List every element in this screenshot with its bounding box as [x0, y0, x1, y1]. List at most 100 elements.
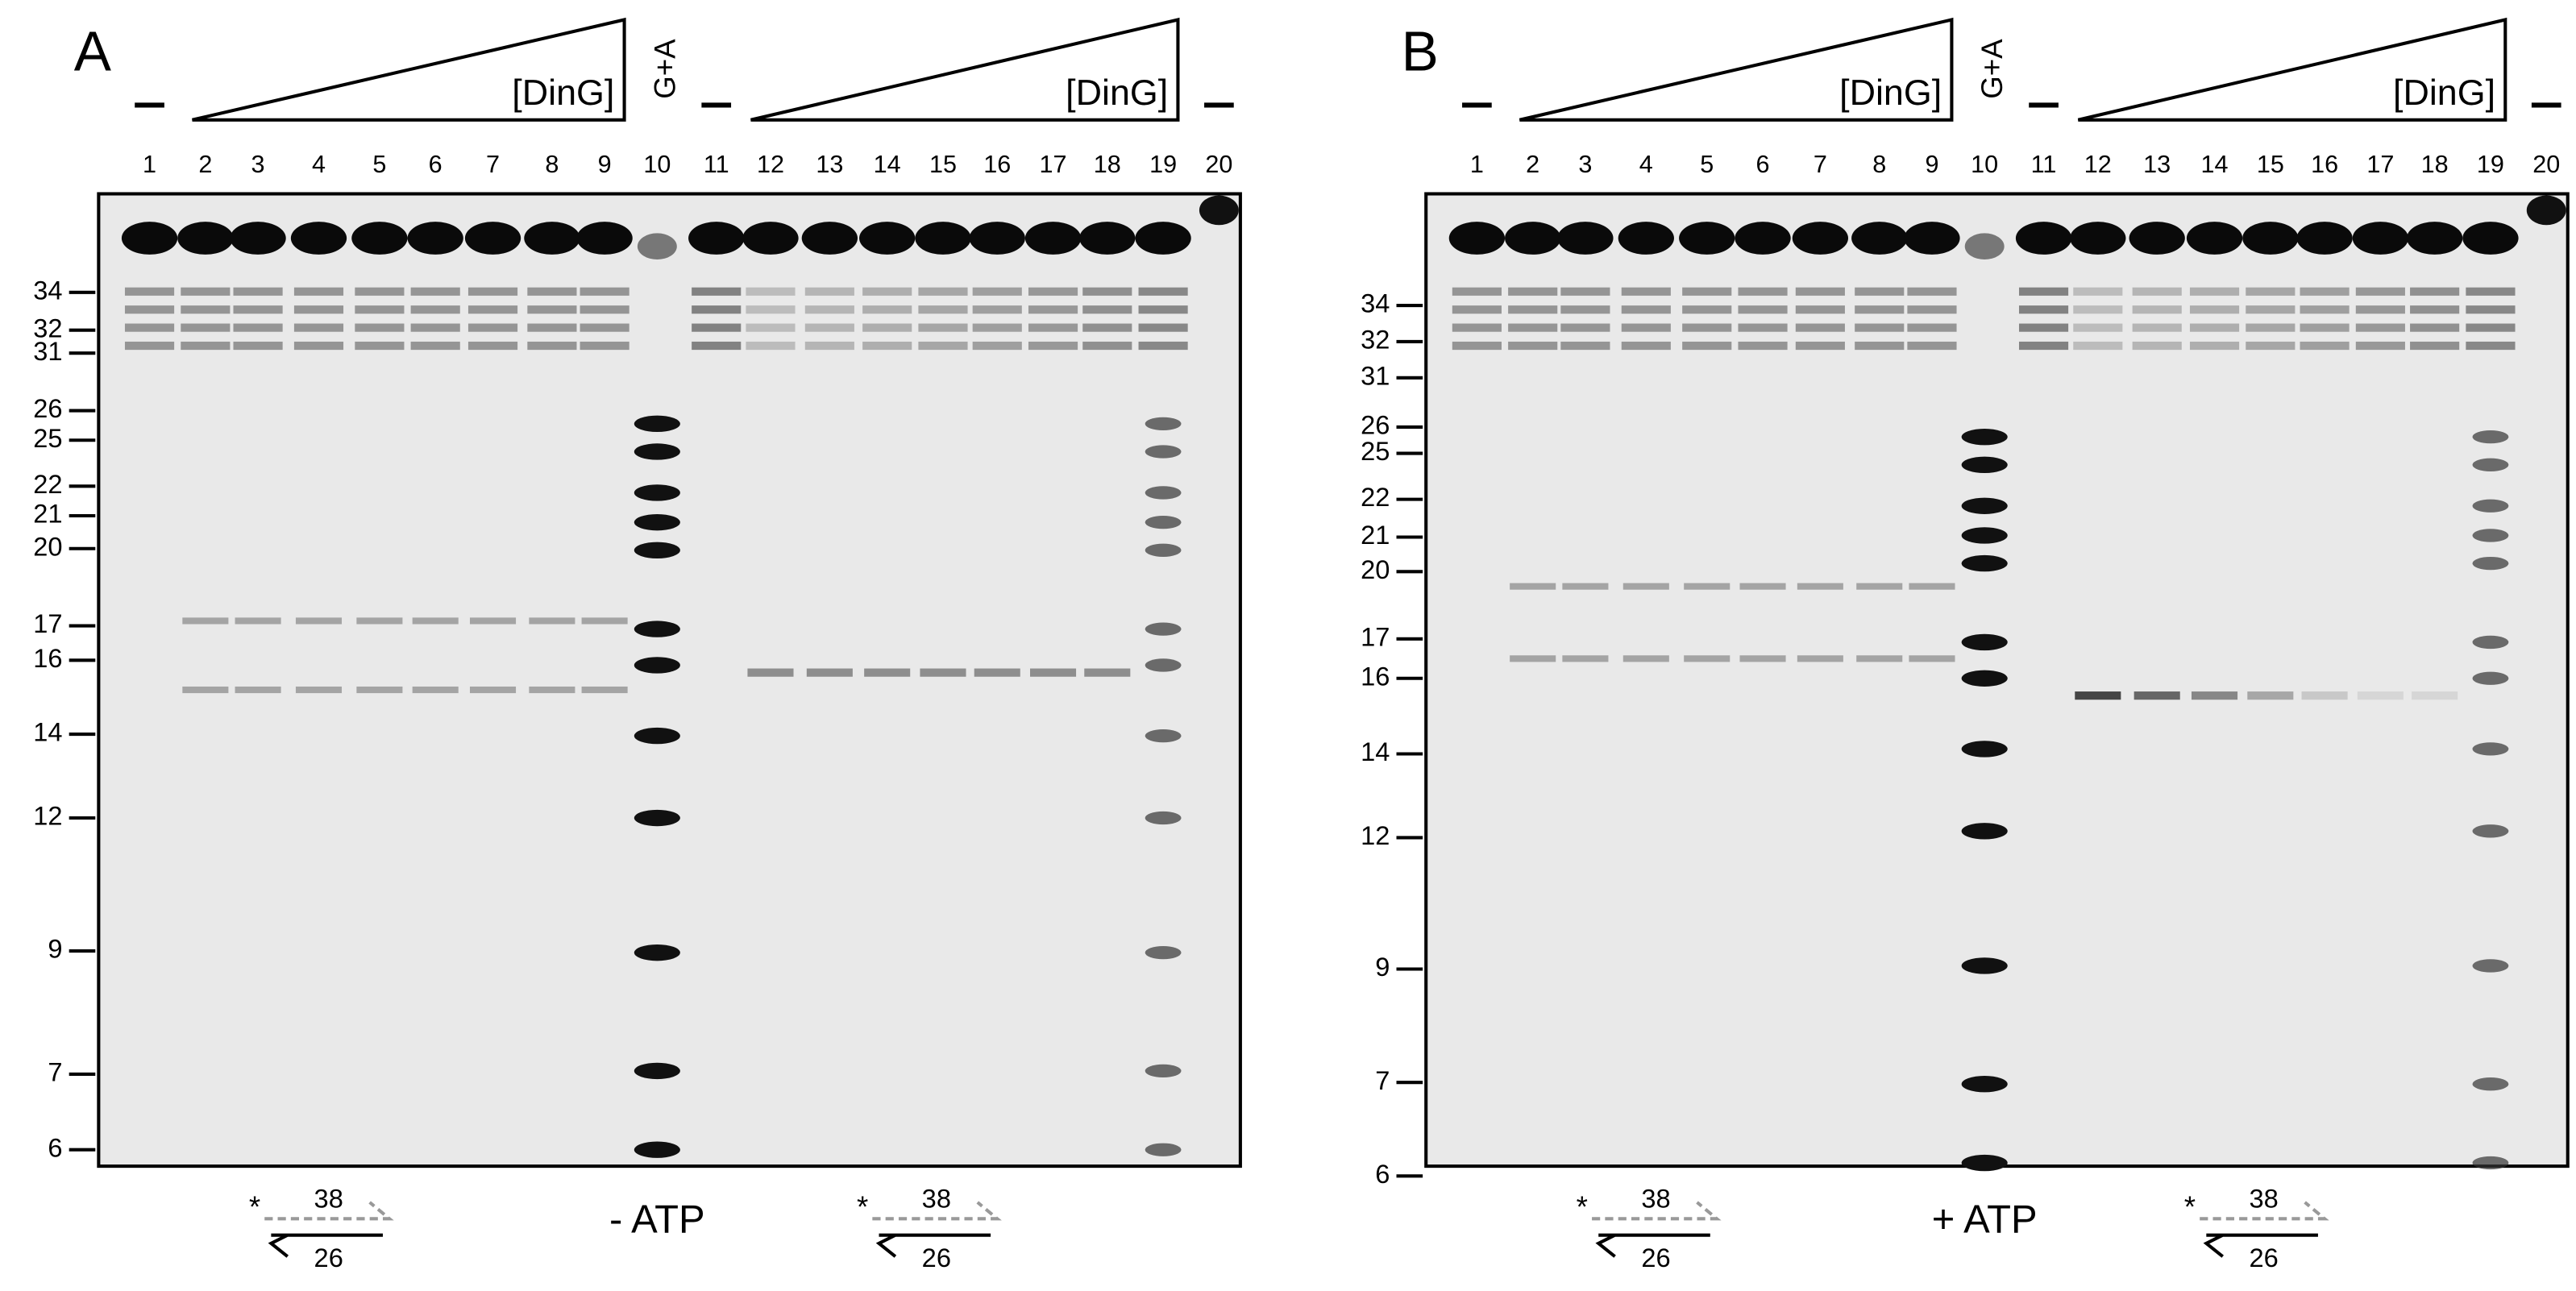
band	[2462, 222, 2519, 255]
lane-number: 5	[1700, 151, 1714, 178]
band	[746, 323, 796, 332]
band	[918, 305, 968, 314]
substrate-strand	[872, 1201, 1002, 1221]
band	[1682, 287, 1732, 296]
band	[634, 1141, 680, 1158]
band	[1622, 583, 1669, 590]
band	[2355, 341, 2405, 351]
size-marker: 34	[33, 275, 62, 305]
band	[1856, 583, 1903, 590]
band	[581, 617, 628, 625]
size-marker: 12	[1361, 820, 1390, 850]
band	[1904, 222, 1960, 255]
band	[182, 686, 229, 694]
band	[2472, 1156, 2509, 1170]
panel: B[DinG] [DinG]G+A1 2 3 4 5 6 7 8 9 10 11 12 13 14 15 16 1…	[1361, 17, 2570, 1272]
band	[1028, 287, 1078, 296]
band	[1855, 341, 1905, 351]
band	[1739, 583, 1786, 590]
band	[124, 323, 175, 332]
band	[467, 323, 518, 332]
band	[862, 287, 912, 296]
band	[634, 1062, 680, 1080]
band	[1145, 1064, 1182, 1078]
band	[2189, 341, 2240, 351]
band	[634, 415, 680, 433]
band	[918, 323, 968, 332]
lane-number: 17	[1040, 151, 1067, 178]
band	[230, 222, 286, 255]
band	[1028, 305, 1078, 314]
substrate-label: 38	[1641, 1184, 1670, 1214]
band	[1621, 323, 1671, 332]
size-marker: 9	[1375, 952, 1390, 982]
band	[1618, 222, 1674, 255]
band	[356, 686, 403, 694]
band	[1508, 341, 1558, 351]
lane-number: 12	[757, 151, 784, 178]
band	[464, 222, 521, 255]
lane-number: 11	[2031, 151, 2057, 178]
lane-number: 9	[598, 151, 612, 178]
band	[972, 287, 1022, 296]
band	[637, 233, 677, 260]
band	[1735, 222, 1791, 255]
band	[2300, 323, 2350, 332]
titration-label: [DinG]	[1839, 72, 1942, 113]
band	[634, 443, 680, 460]
size-marker: 12	[33, 801, 62, 831]
band	[688, 222, 745, 255]
band	[2075, 691, 2121, 700]
band	[634, 657, 680, 674]
band	[1560, 305, 1610, 314]
titration-wedge	[750, 17, 1180, 122]
substrate-strand	[2200, 1201, 2329, 1221]
band	[1145, 1143, 1182, 1156]
lane-number: 15	[2257, 151, 2284, 178]
band	[692, 323, 742, 332]
size-marker: 20	[33, 531, 62, 561]
band	[1028, 323, 1078, 332]
band	[2246, 323, 2296, 332]
band	[527, 323, 577, 332]
size-marker: 31	[33, 336, 62, 366]
band	[1135, 222, 1191, 255]
band	[1510, 583, 1556, 590]
lane-number: 18	[2421, 151, 2449, 178]
band	[1907, 305, 1957, 314]
band	[634, 809, 680, 827]
band	[1145, 622, 1182, 636]
band	[972, 305, 1022, 314]
band	[181, 323, 231, 332]
band	[1557, 222, 1614, 255]
band	[2355, 287, 2405, 296]
lane-number: 13	[816, 151, 843, 178]
band	[295, 686, 343, 694]
band	[2186, 222, 2243, 255]
size-marker: 16	[1361, 661, 1390, 691]
band	[2301, 691, 2348, 700]
band	[2189, 323, 2240, 332]
gel	[97, 192, 1242, 1169]
band	[1738, 305, 1788, 314]
band	[1560, 323, 1610, 332]
substrate-label: *	[2184, 1190, 2196, 1223]
ladder-label: G+A	[648, 39, 681, 99]
titration-wedge	[1519, 17, 1954, 122]
band	[2466, 305, 2516, 314]
band	[2247, 691, 2294, 700]
band	[2410, 305, 2460, 314]
band	[1508, 323, 1558, 332]
band	[1452, 341, 1502, 351]
band	[527, 341, 577, 351]
lane-number: 20	[2532, 151, 2560, 178]
size-marker: 17	[1361, 621, 1390, 651]
size-marker: 14	[33, 717, 62, 747]
size-marker: 32	[33, 313, 62, 342]
band	[2410, 323, 2460, 332]
lane-number: 8	[545, 151, 559, 178]
band	[2357, 691, 2404, 700]
size-marker: 26	[33, 393, 62, 423]
band	[634, 484, 680, 501]
band	[410, 323, 460, 332]
